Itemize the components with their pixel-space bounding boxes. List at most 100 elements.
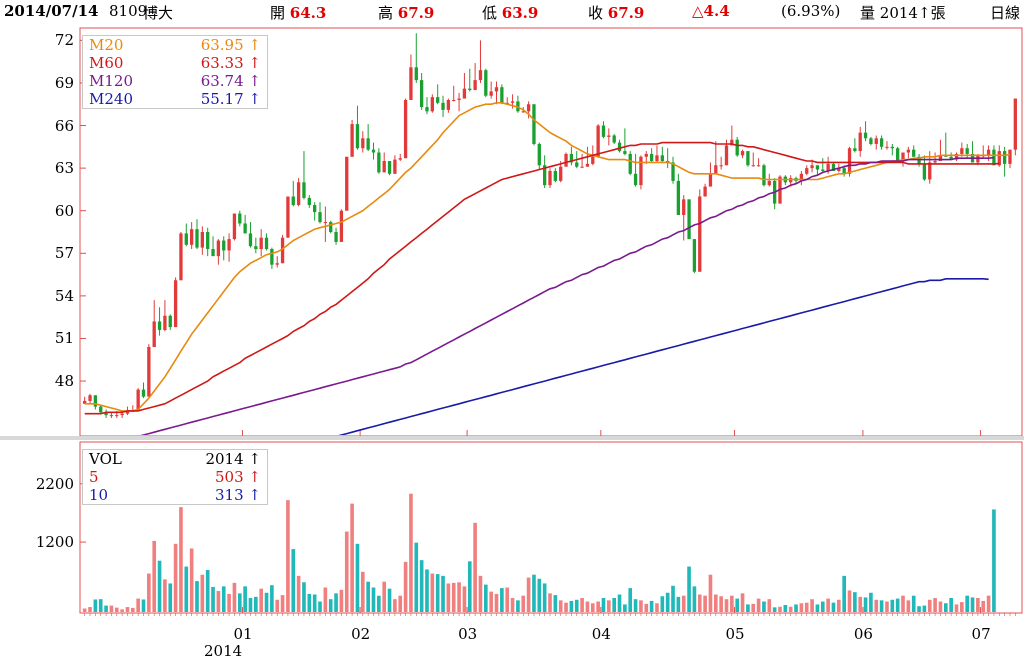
- volume-bar: [291, 549, 296, 612]
- candle-body: [264, 237, 269, 250]
- candle-body: [591, 156, 595, 164]
- price-tick-label: 51: [54, 329, 74, 348]
- candle-body: [740, 151, 745, 156]
- price-tick-label: 48: [54, 372, 74, 391]
- candle-body: [478, 70, 483, 81]
- candle-body: [345, 156, 349, 211]
- candle-body: [1002, 151, 1007, 164]
- candle-body: [805, 168, 809, 174]
- candle-body: [671, 162, 675, 181]
- volume-tick-label: 1200: [35, 533, 74, 552]
- volume-bar: [612, 598, 617, 612]
- candle-body: [559, 166, 563, 181]
- volume-bar: [869, 592, 873, 612]
- volume-bar: [585, 601, 590, 612]
- volume-bar: [697, 594, 702, 612]
- volume-bar: [500, 588, 504, 612]
- candle-body: [254, 246, 258, 250]
- volume-bar: [211, 586, 215, 612]
- candle-body: [719, 165, 723, 167]
- candle-body: [617, 142, 622, 152]
- header-date: 2014/07/14: [4, 2, 99, 20]
- legend-value: 503 ↑: [215, 468, 261, 486]
- price-tick-label: 72: [54, 31, 74, 50]
- volume-bar: [403, 561, 408, 612]
- candle-body: [826, 163, 830, 171]
- volume-bar: [601, 598, 606, 612]
- candle-body: [1013, 98, 1017, 150]
- candle-body: [756, 165, 761, 167]
- header-stock-code: 8109: [109, 2, 148, 20]
- volume-bar: [254, 596, 258, 612]
- legend-m20: M20 63.95 ↑: [83, 36, 267, 54]
- candle-body: [879, 138, 884, 147]
- header-change: △4.4: [692, 2, 730, 20]
- volume-bar: [307, 593, 312, 612]
- month-tick-label: 04: [591, 625, 611, 643]
- x-year-label: 2014: [204, 642, 243, 660]
- legend-name: 5: [89, 468, 99, 486]
- volume-bar: [189, 548, 194, 612]
- candle-body: [837, 168, 841, 171]
- volume-bar: [772, 607, 777, 612]
- volume-bar: [494, 593, 499, 612]
- volume-bar: [767, 599, 772, 612]
- volume-bar: [804, 602, 809, 612]
- volume-bar: [82, 608, 87, 612]
- candle-body: [462, 88, 467, 99]
- candle-body: [698, 196, 702, 272]
- volume-bar: [799, 603, 804, 612]
- volume-bar: [874, 599, 879, 612]
- volume-bar: [943, 603, 948, 612]
- volume-bar: [398, 595, 403, 612]
- candle-body: [532, 104, 536, 144]
- candle-body: [147, 346, 151, 397]
- volume-bar: [360, 571, 365, 612]
- price-ma-legend: M20 63.95 ↑ M60 63.33 ↑ M120 63.74 ↑ M24…: [82, 35, 268, 109]
- header-open: 開 64.3: [270, 2, 326, 23]
- volume-bar: [136, 598, 140, 612]
- candle-body: [302, 182, 306, 198]
- volume-bar: [302, 582, 306, 612]
- volume-bar: [184, 566, 189, 612]
- candle-body: [222, 240, 226, 251]
- header-high: 高 67.9: [378, 2, 434, 23]
- candle-body: [125, 410, 130, 414]
- volume-bar: [205, 570, 210, 612]
- volume-bar: [751, 603, 756, 612]
- candle-body: [414, 67, 418, 81]
- candle-body: [371, 149, 376, 153]
- volume-bar: [590, 603, 595, 612]
- candle-body: [104, 412, 108, 416]
- volume-bar: [724, 599, 729, 612]
- volume-arrow: ↑: [917, 4, 931, 22]
- candle-body: [489, 91, 493, 96]
- volume-bar: [542, 583, 547, 612]
- candle-body: [436, 97, 440, 103]
- candle-body: [960, 148, 964, 154]
- change-value: △4.4: [692, 2, 730, 20]
- candle-body: [623, 151, 627, 154]
- candle-body: [211, 249, 215, 257]
- candle-body: [195, 229, 199, 248]
- candle-body: [703, 186, 707, 197]
- volume-bar: [163, 579, 167, 612]
- volume-bar: [173, 543, 178, 612]
- candle-body: [238, 213, 242, 224]
- candle-body: [387, 161, 392, 174]
- volume-bar: [927, 599, 932, 612]
- candle-body: [510, 101, 515, 103]
- volume-bar: [451, 582, 456, 612]
- candle-body: [548, 170, 552, 186]
- candle-body: [842, 168, 846, 174]
- volume-bar: [393, 599, 397, 612]
- volume-bar: [435, 574, 440, 612]
- volume-bar: [644, 603, 649, 612]
- volume-bar: [430, 573, 435, 612]
- volume-bar: [938, 601, 943, 612]
- low-value: 63.9: [501, 4, 539, 22]
- volume-bar: [681, 595, 686, 612]
- candle-body: [355, 124, 360, 149]
- volume-bar: [649, 600, 654, 612]
